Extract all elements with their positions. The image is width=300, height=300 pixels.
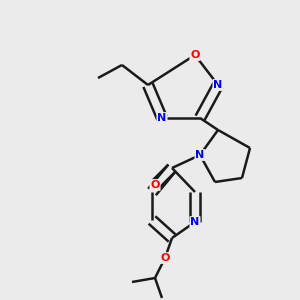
- Text: N: N: [158, 113, 166, 123]
- Text: N: N: [190, 217, 200, 227]
- Text: N: N: [213, 80, 223, 90]
- Text: O: O: [190, 50, 200, 60]
- Text: O: O: [150, 180, 160, 190]
- Text: N: N: [195, 150, 205, 160]
- Text: O: O: [160, 253, 170, 263]
